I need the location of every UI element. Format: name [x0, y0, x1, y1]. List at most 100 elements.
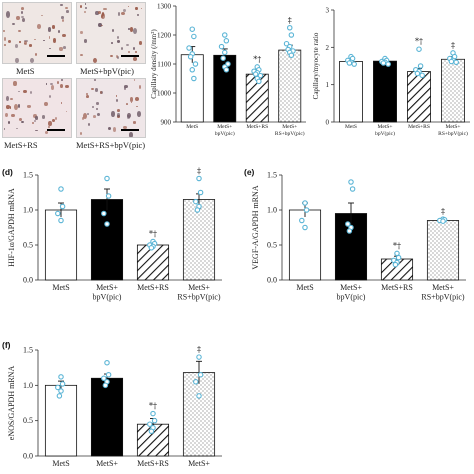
stained-cell	[15, 57, 19, 63]
data-point	[105, 193, 112, 199]
category-label: MetS+RS	[246, 124, 268, 130]
stained-cell	[21, 17, 25, 22]
data-point	[220, 55, 226, 61]
stained-cell	[122, 8, 126, 13]
data-point	[102, 382, 109, 389]
y-tick-label: 0.0	[23, 452, 33, 461]
data-point	[302, 224, 308, 231]
stained-cell	[48, 121, 52, 126]
stained-cell	[96, 102, 99, 105]
data-point	[101, 375, 107, 382]
chart-5: 0.0 0.5 1.0 1.5 eNOS/GAPDH mRNA (f) MetS MetS+ *…	[2, 340, 222, 468]
stained-cell	[135, 96, 140, 101]
data-point	[197, 189, 204, 196]
panel-letter: (d)	[2, 167, 13, 177]
category-label: MetS+	[282, 124, 297, 130]
stained-cell	[61, 19, 64, 23]
stained-cell	[52, 38, 56, 43]
chart-4: 0.0 0.5 1.0 1.5 VEGF-A/GAPDH mRNA (e) MetS MetS…	[244, 167, 466, 302]
stained-cell	[96, 113, 100, 117]
stained-cell	[63, 46, 66, 49]
category-label: MetS+	[445, 124, 460, 130]
category-label: MetS	[52, 283, 69, 292]
micrograph-image	[2, 78, 72, 138]
y-tick-label: 1.5	[23, 171, 33, 180]
data-point	[223, 38, 230, 44]
micrograph-label: MetS+RS	[4, 140, 38, 150]
data-point	[148, 245, 155, 251]
scale-bar	[121, 129, 139, 131]
stained-cell	[133, 79, 136, 82]
stained-cell	[3, 29, 6, 33]
stained-cell	[135, 7, 138, 11]
stained-cell	[95, 11, 99, 16]
significance-mark: *†	[149, 230, 157, 239]
stained-cell	[61, 15, 64, 19]
significance-mark: ‡	[451, 41, 455, 50]
category-label: MetS+	[340, 283, 362, 292]
stained-cell	[135, 51, 138, 54]
stained-cell	[92, 115, 96, 119]
stained-cell	[24, 39, 28, 43]
stained-cell	[19, 117, 23, 122]
stained-cell	[48, 95, 51, 99]
data-point	[222, 32, 228, 38]
data-point	[55, 210, 61, 217]
stained-cell	[101, 12, 105, 16]
category-label: RS+bpV(pic)	[438, 130, 468, 137]
category-label: MetS+RS	[137, 459, 169, 468]
stained-cell	[54, 116, 57, 120]
data-point	[196, 354, 202, 360]
stained-cell	[21, 11, 23, 14]
category-label: MetS+RS	[137, 283, 169, 292]
category-label: MetS	[186, 124, 198, 130]
stained-cell	[57, 30, 60, 34]
data-point	[416, 46, 422, 52]
stained-cell	[113, 127, 117, 133]
category-label: MetS	[52, 459, 69, 468]
panel-letter: (f)	[2, 340, 11, 350]
stained-cell	[18, 41, 22, 44]
data-point	[414, 70, 421, 77]
stained-cell	[92, 58, 97, 63]
data-point	[286, 24, 293, 31]
stained-cell	[51, 118, 55, 122]
data-point	[192, 61, 199, 67]
data-point	[104, 221, 110, 227]
category-label: MetS+	[96, 459, 118, 468]
stained-cell	[34, 116, 39, 120]
stained-cell	[97, 22, 102, 28]
y-tick-label: 1300	[157, 3, 172, 11]
stained-cell	[116, 113, 120, 117]
y-tick-label: 1.0	[23, 206, 33, 215]
stained-cell	[128, 132, 133, 137]
y-tick-label: 1100	[157, 61, 171, 69]
y-axis-label: HIF-1α/GAPDH mRNA	[7, 188, 16, 267]
category-label: MetS+	[217, 124, 232, 130]
bar	[441, 58, 465, 123]
stained-cell	[110, 54, 113, 58]
data-point	[288, 32, 295, 38]
stained-cell	[98, 10, 101, 14]
stained-cell	[127, 51, 131, 54]
stained-cell	[35, 53, 38, 56]
bar	[426, 220, 460, 281]
scale-bar	[47, 55, 65, 57]
stained-cell	[121, 47, 124, 50]
stained-cell	[50, 83, 53, 86]
stained-cell	[115, 55, 118, 58]
stained-cell	[18, 29, 21, 32]
stained-cell	[3, 36, 7, 41]
data-point	[189, 26, 196, 32]
stained-cell	[65, 7, 68, 9]
y-axis-label: Capillary/myocyte ratio	[312, 32, 320, 99]
stained-cell	[117, 12, 120, 16]
y-tick-label: 1.0	[23, 381, 33, 390]
data-point	[147, 421, 153, 427]
data-point	[302, 200, 308, 206]
stained-cell	[34, 39, 37, 41]
data-point	[351, 61, 357, 67]
data-point	[453, 59, 459, 66]
stained-cell	[101, 25, 103, 27]
stained-cell	[132, 46, 136, 50]
